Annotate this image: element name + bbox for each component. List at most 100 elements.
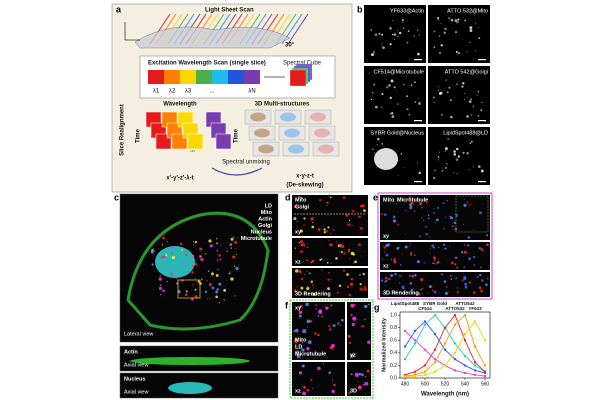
speckle xyxy=(300,304,303,308)
data-point xyxy=(443,364,447,367)
speckle xyxy=(480,289,483,293)
label: c xyxy=(114,192,119,202)
speckle xyxy=(440,23,442,24)
label: Axial view xyxy=(124,362,148,368)
speckle xyxy=(348,223,351,227)
speckle xyxy=(402,253,403,255)
speckle xyxy=(204,290,208,294)
speckle xyxy=(485,243,489,247)
speckle xyxy=(311,225,315,229)
micrograph xyxy=(428,66,490,124)
speckle xyxy=(302,242,305,246)
speckle xyxy=(312,387,314,389)
cube xyxy=(187,133,204,150)
micrograph xyxy=(364,66,426,124)
speckle xyxy=(294,247,296,249)
speckle xyxy=(433,102,435,104)
speckle xyxy=(420,277,424,282)
speckle xyxy=(444,147,448,151)
speckle xyxy=(450,18,454,22)
speckle xyxy=(303,217,306,220)
speckle xyxy=(162,236,165,240)
speckle xyxy=(433,96,435,99)
speckle xyxy=(307,340,312,344)
speckle xyxy=(469,26,473,30)
speckle xyxy=(348,219,351,222)
speckle xyxy=(329,328,332,331)
label: 0.0 xyxy=(390,375,397,381)
speckle xyxy=(462,82,465,85)
speckle xyxy=(484,231,486,233)
speckle xyxy=(216,237,218,240)
speckle xyxy=(403,84,405,86)
speckle xyxy=(466,97,468,99)
label: LipidSpot488 xyxy=(391,301,420,306)
data-point xyxy=(433,370,437,373)
speckle xyxy=(477,115,480,117)
speckle xyxy=(479,273,482,277)
speckle xyxy=(471,140,473,143)
speckle xyxy=(468,281,472,284)
speckle xyxy=(478,211,483,215)
speckle xyxy=(470,98,473,101)
speckle xyxy=(363,287,367,291)
data-point xyxy=(403,375,407,378)
speckle xyxy=(229,271,231,273)
light-sheet xyxy=(287,13,309,45)
speckle xyxy=(350,303,355,308)
speckle xyxy=(478,27,480,29)
speckle xyxy=(428,285,432,289)
speckle xyxy=(293,205,297,209)
speckle xyxy=(437,206,440,209)
label: (De-skewing) xyxy=(286,183,323,189)
speckle xyxy=(366,369,370,373)
data-point xyxy=(463,339,467,342)
speckle xyxy=(410,253,413,256)
speckle xyxy=(399,264,402,266)
wavelength-square xyxy=(180,70,196,84)
speckle xyxy=(331,389,335,394)
speckle xyxy=(319,199,322,202)
speckle xyxy=(468,204,470,206)
speckle xyxy=(171,255,176,260)
speckle xyxy=(311,284,314,286)
data-point xyxy=(453,357,457,361)
label: Normalized Intensity xyxy=(381,317,387,372)
speckle xyxy=(437,16,440,19)
speckle xyxy=(436,218,439,222)
speckle xyxy=(200,257,204,261)
speckle xyxy=(456,83,459,86)
data-point xyxy=(403,329,407,333)
speckle xyxy=(312,221,314,224)
speckle xyxy=(427,214,430,217)
speckle xyxy=(294,328,299,333)
speckle xyxy=(157,264,159,266)
cell-blob xyxy=(254,128,270,138)
speckle xyxy=(450,115,453,119)
data-point xyxy=(453,313,457,317)
speckle xyxy=(170,273,173,276)
speckle xyxy=(350,313,353,316)
speckle xyxy=(457,52,461,55)
speckle xyxy=(439,91,443,95)
speckle xyxy=(307,247,309,249)
speckle xyxy=(433,169,436,172)
speckle xyxy=(233,265,236,267)
speckle xyxy=(328,325,331,328)
speckle xyxy=(422,293,424,295)
speckle xyxy=(401,19,404,22)
speckle xyxy=(437,159,440,161)
speckle xyxy=(171,252,174,255)
speckle xyxy=(199,282,202,285)
label: Wavelength (nm) xyxy=(421,392,469,398)
data-point xyxy=(433,313,437,317)
data-point xyxy=(423,373,427,377)
speckle xyxy=(433,30,436,33)
speckle xyxy=(463,266,466,269)
data-point xyxy=(433,357,437,361)
speckle xyxy=(295,350,299,354)
speckle xyxy=(293,217,297,221)
scale-bar xyxy=(414,120,422,122)
speckle xyxy=(457,155,460,158)
